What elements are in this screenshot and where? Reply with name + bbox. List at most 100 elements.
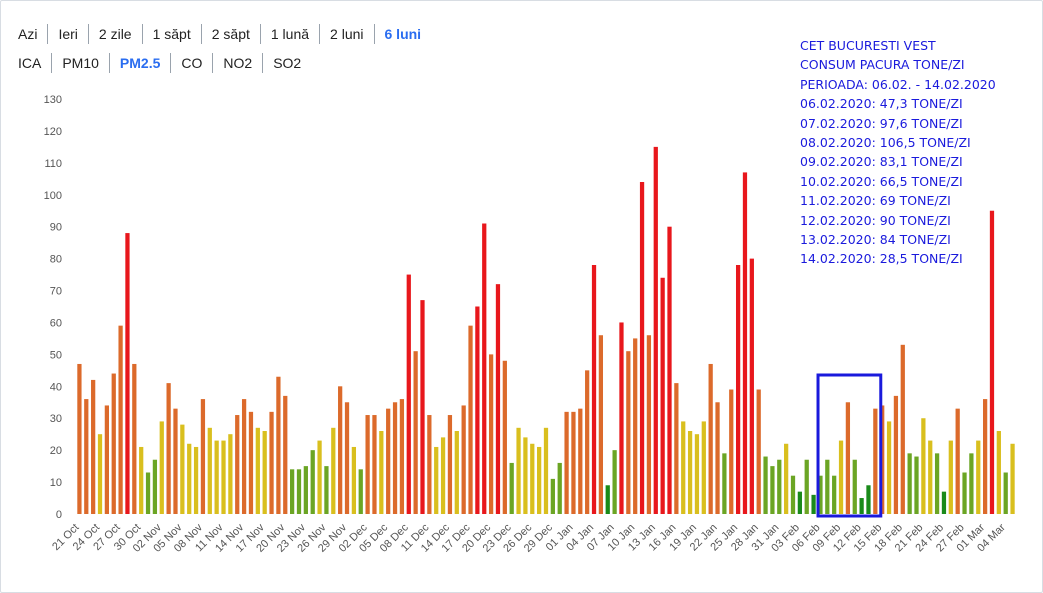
bar[interactable] bbox=[873, 408, 878, 514]
bar[interactable] bbox=[859, 498, 864, 514]
bar[interactable] bbox=[687, 431, 693, 514]
bar[interactable] bbox=[983, 399, 988, 514]
bar[interactable] bbox=[838, 440, 844, 514]
bar[interactable] bbox=[818, 475, 823, 514]
bar[interactable] bbox=[921, 418, 926, 514]
bar[interactable] bbox=[735, 265, 741, 514]
bar[interactable] bbox=[317, 440, 322, 514]
bar[interactable] bbox=[633, 338, 638, 514]
bar[interactable] bbox=[235, 415, 240, 514]
bar[interactable] bbox=[420, 300, 425, 514]
bar[interactable] bbox=[440, 437, 446, 514]
bar[interactable] bbox=[454, 431, 459, 514]
bar[interactable] bbox=[221, 440, 226, 514]
bar[interactable] bbox=[372, 415, 377, 514]
bar[interactable] bbox=[886, 421, 892, 514]
bar[interactable] bbox=[729, 389, 734, 515]
bar[interactable] bbox=[166, 383, 171, 514]
bar[interactable] bbox=[941, 491, 947, 514]
bar[interactable] bbox=[187, 443, 192, 514]
bar[interactable] bbox=[591, 265, 597, 514]
bar[interactable] bbox=[379, 431, 384, 514]
bar[interactable] bbox=[139, 446, 144, 514]
tab-2-zile[interactable]: 2 zile bbox=[87, 24, 142, 44]
bar[interactable] bbox=[516, 427, 521, 514]
bar[interactable] bbox=[770, 466, 775, 514]
bar[interactable] bbox=[866, 485, 871, 514]
bar[interactable] bbox=[701, 421, 706, 514]
bar[interactable] bbox=[681, 421, 686, 514]
tab-ieri[interactable]: Ieri bbox=[47, 24, 87, 44]
bar[interactable] bbox=[749, 258, 754, 514]
bar[interactable] bbox=[708, 363, 713, 514]
bar[interactable] bbox=[310, 450, 315, 514]
bar[interactable] bbox=[722, 453, 727, 514]
tab-2-luni[interactable]: 2 luni bbox=[319, 24, 373, 44]
bar[interactable] bbox=[523, 437, 528, 514]
bar[interactable] bbox=[413, 351, 418, 514]
bar[interactable] bbox=[825, 459, 830, 514]
bar[interactable] bbox=[790, 475, 796, 514]
bar[interactable] bbox=[660, 277, 665, 514]
bar[interactable] bbox=[406, 274, 411, 514]
bar[interactable] bbox=[475, 306, 480, 515]
bar[interactable] bbox=[976, 440, 981, 514]
bar[interactable] bbox=[447, 415, 453, 514]
bar[interactable] bbox=[571, 411, 576, 514]
tab-6-luni[interactable]: 6 luni bbox=[373, 24, 432, 44]
bar[interactable] bbox=[488, 354, 494, 514]
tab-no2[interactable]: NO2 bbox=[212, 53, 262, 73]
bar[interactable] bbox=[564, 411, 569, 514]
bar[interactable] bbox=[207, 427, 212, 514]
bar[interactable] bbox=[811, 494, 816, 514]
bar[interactable] bbox=[461, 405, 466, 514]
bar[interactable] bbox=[585, 370, 590, 514]
bar[interactable] bbox=[495, 284, 501, 514]
bar[interactable] bbox=[914, 456, 919, 514]
bar[interactable] bbox=[852, 459, 857, 514]
bar[interactable] bbox=[262, 431, 267, 514]
bar[interactable] bbox=[386, 408, 391, 514]
bar[interactable] bbox=[132, 363, 137, 514]
bar[interactable] bbox=[784, 443, 789, 514]
bar[interactable] bbox=[626, 351, 631, 514]
bar[interactable] bbox=[468, 325, 473, 514]
bar[interactable] bbox=[214, 440, 219, 514]
bar[interactable] bbox=[434, 446, 439, 514]
bar[interactable] bbox=[756, 389, 761, 515]
bar[interactable] bbox=[845, 402, 851, 514]
bar[interactable] bbox=[530, 443, 535, 514]
bar[interactable] bbox=[255, 427, 260, 514]
bar[interactable] bbox=[598, 335, 604, 514]
bar[interactable] bbox=[537, 446, 542, 514]
bar[interactable] bbox=[290, 469, 295, 514]
bar[interactable] bbox=[269, 411, 274, 514]
bar[interactable] bbox=[948, 440, 953, 514]
bar[interactable] bbox=[928, 440, 933, 514]
bar[interactable] bbox=[694, 434, 700, 514]
bar[interactable] bbox=[619, 322, 624, 514]
bar[interactable] bbox=[674, 383, 679, 514]
tab-pm10[interactable]: PM10 bbox=[51, 53, 109, 73]
bar[interactable] bbox=[989, 210, 995, 515]
bar[interactable] bbox=[173, 408, 178, 514]
bar[interactable] bbox=[152, 459, 158, 514]
tab-2-săpt[interactable]: 2 săpt bbox=[200, 24, 260, 44]
bar[interactable] bbox=[392, 402, 398, 514]
bar[interactable] bbox=[557, 462, 562, 514]
bar[interactable] bbox=[955, 408, 960, 514]
bar[interactable] bbox=[97, 434, 103, 514]
bar[interactable] bbox=[715, 402, 720, 514]
bar[interactable] bbox=[482, 223, 487, 515]
bar[interactable] bbox=[893, 395, 899, 514]
bar[interactable] bbox=[159, 421, 164, 514]
bar[interactable] bbox=[248, 411, 254, 514]
bar[interactable] bbox=[351, 446, 357, 514]
tab-ica[interactable]: ICA bbox=[18, 55, 42, 71]
bar[interactable] bbox=[742, 172, 748, 515]
bar[interactable] bbox=[104, 405, 109, 514]
bar[interactable] bbox=[84, 399, 89, 514]
tab-so2[interactable]: SO2 bbox=[262, 53, 311, 73]
bar[interactable] bbox=[969, 453, 974, 514]
bar[interactable] bbox=[777, 459, 782, 514]
